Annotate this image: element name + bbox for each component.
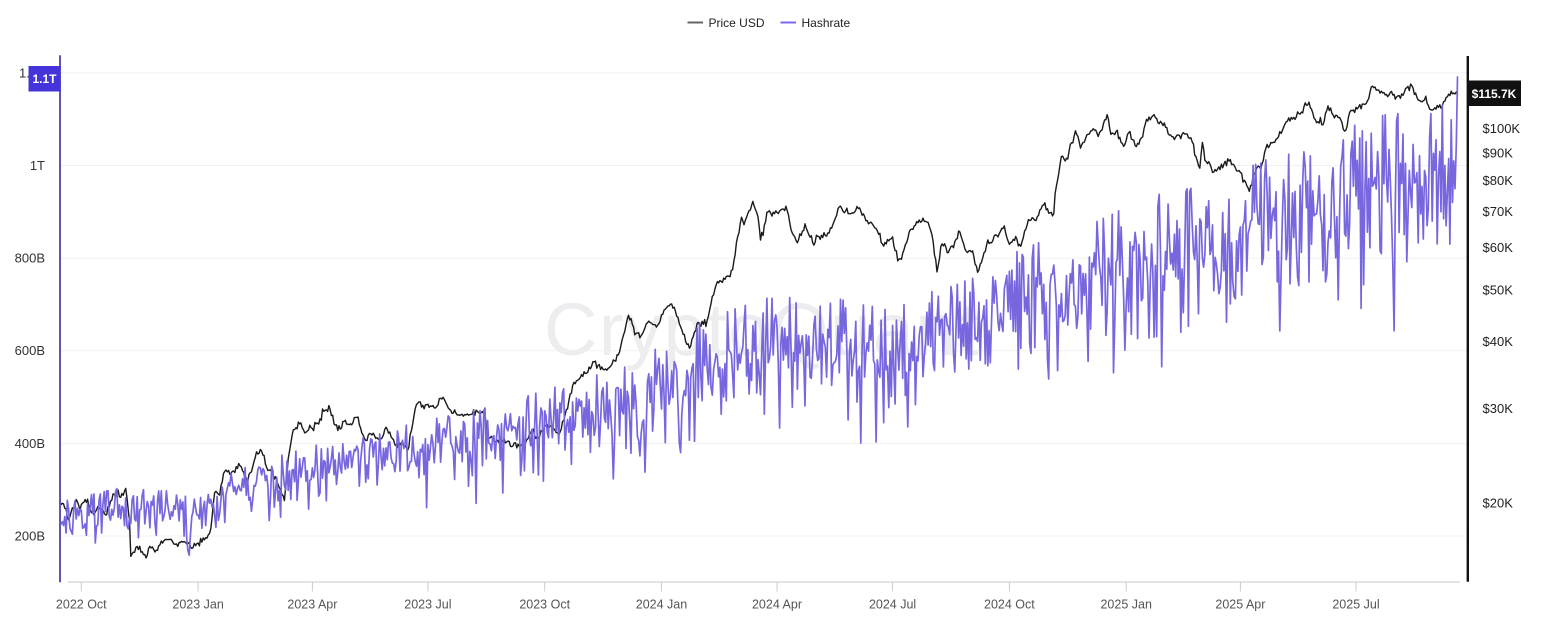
svg-text:$40K: $40K xyxy=(1483,334,1514,349)
svg-text:2024 Oct: 2024 Oct xyxy=(984,598,1035,612)
svg-text:2023 Jan: 2023 Jan xyxy=(172,598,223,612)
svg-text:$90K: $90K xyxy=(1483,146,1514,161)
svg-text:2025 Apr: 2025 Apr xyxy=(1215,598,1265,612)
svg-text:2024 Jul: 2024 Jul xyxy=(869,598,916,612)
svg-text:2025 Jan: 2025 Jan xyxy=(1100,598,1151,612)
svg-text:$50K: $50K xyxy=(1483,282,1514,297)
svg-text:2023 Jul: 2023 Jul xyxy=(404,598,451,612)
svg-text:2024 Apr: 2024 Apr xyxy=(752,598,802,612)
svg-text:1T: 1T xyxy=(30,158,45,173)
svg-text:600B: 600B xyxy=(15,343,45,358)
svg-text:1.1T: 1.1T xyxy=(32,72,57,86)
svg-text:200B: 200B xyxy=(15,529,45,544)
svg-text:800B: 800B xyxy=(15,251,45,266)
svg-text:$60K: $60K xyxy=(1483,240,1514,255)
svg-text:$80K: $80K xyxy=(1483,173,1514,188)
svg-text:2023 Apr: 2023 Apr xyxy=(287,598,337,612)
svg-text:400B: 400B xyxy=(15,436,45,451)
svg-text:$70K: $70K xyxy=(1483,204,1514,219)
svg-text:2023 Oct: 2023 Oct xyxy=(519,598,570,612)
svg-text:$100K: $100K xyxy=(1483,121,1521,136)
svg-text:Hashrate: Hashrate xyxy=(802,16,851,30)
svg-text:2022 Oct: 2022 Oct xyxy=(56,598,107,612)
svg-text:$20K: $20K xyxy=(1483,496,1514,511)
svg-text:2024 Jan: 2024 Jan xyxy=(636,598,687,612)
svg-text:Price USD: Price USD xyxy=(709,16,765,30)
svg-text:$115.7K: $115.7K xyxy=(1472,87,1517,101)
svg-text:2025 Jul: 2025 Jul xyxy=(1332,598,1379,612)
svg-text:$30K: $30K xyxy=(1483,401,1514,416)
